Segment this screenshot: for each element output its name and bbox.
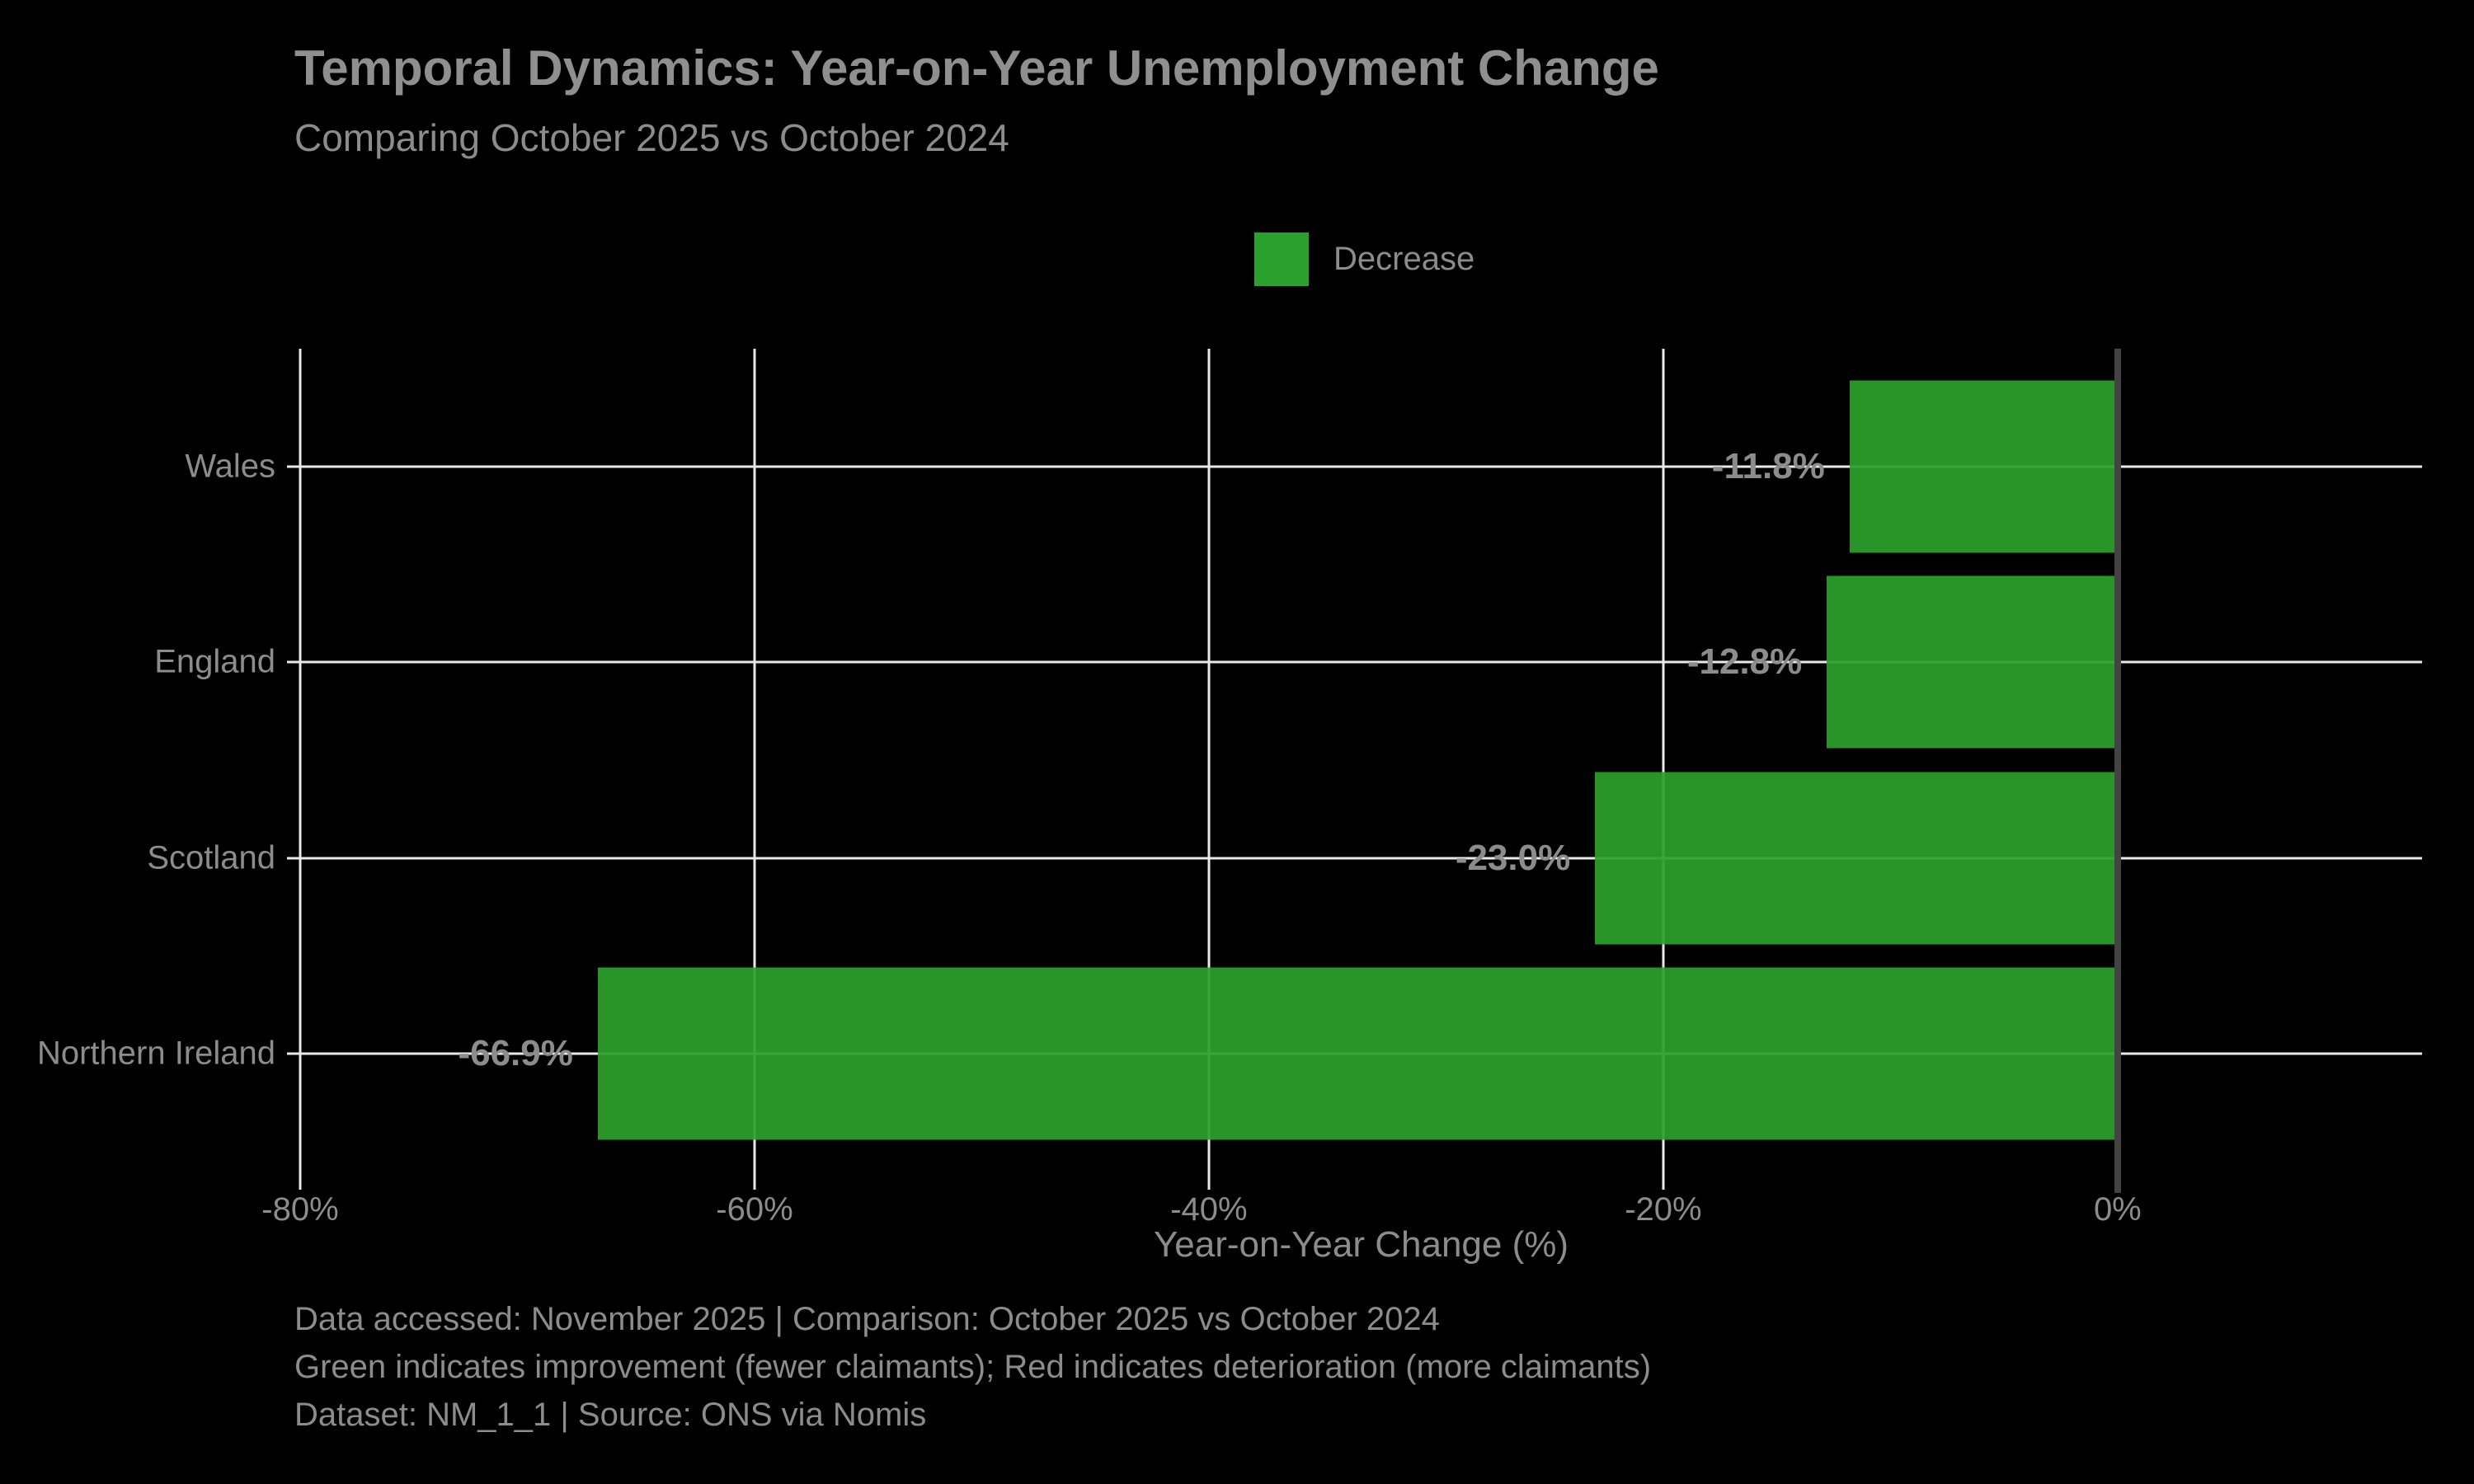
footer-line-3: Dataset: NM_1_1 | Source: ONS via Nomis [294, 1397, 927, 1433]
y-gridline-wales [300, 465, 2422, 468]
footer: Data accessed: November 2025 | Compariso… [294, 1303, 1651, 1446]
y-gridline-england [300, 660, 2422, 664]
x-tick-mark--60 [753, 1172, 756, 1190]
bar-value-wales: -11.8% [1711, 445, 1825, 486]
y-tick-mark-england [287, 660, 300, 664]
y-tick-mark-wales [287, 465, 300, 468]
x-tick-mark--20 [1662, 1172, 1665, 1190]
zero-axis-line [2114, 349, 2121, 1193]
category-label-england: England [154, 643, 275, 680]
x-tick-mark--40 [1207, 1172, 1211, 1190]
chart-title: Temporal Dynamics: Year-on-Year Unemploy… [294, 40, 1659, 96]
legend-swatch-decrease [1254, 232, 1309, 286]
bar-scotland [1595, 772, 2118, 945]
plot-area: Year-on-Year Change (%) -80% -60% -40% -20%… [37, 349, 2422, 1265]
x-tick-label--80: -80% [261, 1191, 339, 1228]
y-tick-mark-scotland [287, 857, 300, 860]
bar-england [1827, 575, 2118, 749]
bar-value-england: -12.8% [1686, 641, 1803, 683]
x-gridline--60 [753, 349, 756, 1172]
x-axis-label: Year-on-Year Change (%) [1153, 1224, 1569, 1265]
x-tick-label-0: 0% [2093, 1191, 2142, 1228]
x-gridline--40 [1207, 349, 1211, 1172]
x-tick-label--20: -20% [1625, 1191, 1702, 1228]
bar-value-northern-ireland: -66.9% [458, 1033, 573, 1074]
bar-northern-ireland [597, 967, 2118, 1140]
y-gridline-scotland [300, 857, 2422, 860]
footer-line-2: Green indicates improvement (fewer claim… [294, 1349, 1652, 1385]
x-tick-label--60: -60% [716, 1191, 793, 1228]
category-label-wales: Wales [185, 448, 275, 485]
legend-label: Decrease [1333, 240, 1475, 277]
x-tick-label--40: -40% [1170, 1191, 1248, 1228]
footer-line-1: Data accessed: November 2025 | Compariso… [294, 1301, 1440, 1337]
y-tick-mark-northern-ireland [287, 1052, 300, 1055]
category-label-scotland: Scotland [147, 839, 275, 876]
x-gridline--80 [299, 349, 302, 1172]
x-tick-mark--80 [299, 1172, 302, 1190]
bar-wales [1849, 380, 2118, 553]
category-label-northern-ireland: Northern Ireland [36, 1035, 275, 1072]
x-gridline--20 [1662, 349, 1665, 1172]
legend: Decrease [1254, 232, 1475, 286]
chart-subtitle: Comparing October 2025 vs October 2024 [294, 116, 1009, 159]
bar-value-scotland: -23.0% [1455, 837, 1571, 878]
